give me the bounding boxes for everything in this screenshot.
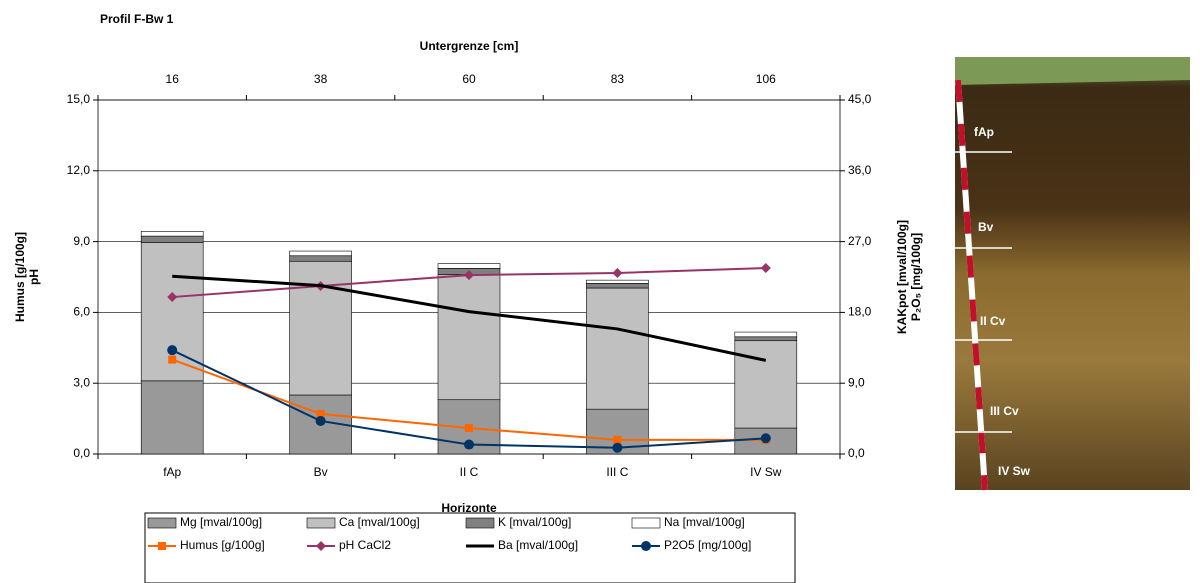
x-tick-label: III C xyxy=(606,465,628,479)
y2-tick-label: 18,0 xyxy=(848,305,872,319)
bar-segment xyxy=(735,337,797,341)
line-marker xyxy=(316,416,326,426)
x2-tick-label: 38 xyxy=(314,72,328,86)
legend-label: K [mval/100g] xyxy=(498,515,571,529)
line-marker xyxy=(612,443,622,453)
x2-tick-label: 83 xyxy=(611,72,625,86)
y-tick-label: 15,0 xyxy=(67,92,91,106)
legend-swatch xyxy=(632,518,660,528)
x2-tick-label: 16 xyxy=(166,72,180,86)
y-tick-label: 9,0 xyxy=(73,234,90,248)
legend-swatch xyxy=(466,518,494,528)
chart: Profil F-Bw 1 Untergrenze [cm] Horizonte… xyxy=(0,0,1200,583)
legend-swatch xyxy=(307,518,335,528)
photo-label: Bv xyxy=(978,220,994,234)
y2-tick-label: 27,0 xyxy=(848,234,872,248)
y-tick-label: 3,0 xyxy=(73,375,90,389)
line-marker xyxy=(168,356,176,364)
legend-label: Humus [g/100g] xyxy=(180,538,265,552)
y2-axis-title: P₂O₅ [mg/100g] xyxy=(909,233,923,321)
y2-tick-label: 0,0 xyxy=(848,446,865,460)
legend-label: Ba [mval/100g] xyxy=(498,538,578,552)
bar-segment xyxy=(438,275,500,400)
y-axis-title: pH xyxy=(27,269,41,285)
photo-background xyxy=(955,57,1190,490)
legend-label: Mg [mval/100g] xyxy=(180,515,262,529)
y-tick-label: 6,0 xyxy=(73,305,90,319)
bar-segment xyxy=(586,280,648,283)
x-tick-label: fAp xyxy=(163,465,181,479)
line-marker xyxy=(613,436,621,444)
y-axis-title: Humus [g/100g] xyxy=(13,232,27,322)
line-marker xyxy=(761,433,771,443)
bar-segment xyxy=(735,341,797,428)
y-tick-label: 0,0 xyxy=(73,446,90,460)
x-tick-label: IV Sw xyxy=(750,465,782,479)
y2-tick-label: 45,0 xyxy=(848,92,872,106)
chart-title: Profil F-Bw 1 xyxy=(100,12,174,26)
photo-label: IV Sw xyxy=(998,464,1031,478)
bar-segment xyxy=(735,332,797,337)
x2-axis-title: Untergrenze [cm] xyxy=(420,39,519,53)
bar-segment xyxy=(141,236,203,242)
line-marker xyxy=(612,268,622,278)
y-tick-label: 12,0 xyxy=(67,163,91,177)
photo-label: III Cv xyxy=(990,404,1019,418)
bar-segment xyxy=(586,288,648,409)
legend-label: Na [mval/100g] xyxy=(664,515,745,529)
x2-tick-label: 106 xyxy=(756,72,776,86)
bar-segment xyxy=(141,381,203,454)
y2-tick-label: 9,0 xyxy=(848,375,865,389)
line-marker xyxy=(761,263,771,273)
legend-marker xyxy=(641,541,651,551)
bar-segment xyxy=(290,256,352,262)
bar-segment xyxy=(586,283,648,288)
line-marker xyxy=(464,440,474,450)
soil-photo: fAp Bv II Cv III Cv IV Sw xyxy=(952,57,1190,490)
legend-swatch xyxy=(148,518,176,528)
x-tick-label: II C xyxy=(460,465,479,479)
x-tick-label: Bv xyxy=(314,465,328,479)
legend-label: Ca [mval/100g] xyxy=(339,515,420,529)
bar-segment xyxy=(438,264,500,269)
bar-segment xyxy=(290,251,352,256)
y2-axis-title: KAKpot [mval/100g] xyxy=(895,220,909,334)
line-marker xyxy=(465,424,473,432)
legend-marker xyxy=(158,542,166,550)
bar-segment xyxy=(141,231,203,236)
y2-tick-label: 36,0 xyxy=(848,163,872,177)
line-marker xyxy=(167,345,177,355)
photo-label: II Cv xyxy=(980,314,1006,328)
legend-label: P2O5 [mg/100g] xyxy=(664,538,751,552)
photo-label: fAp xyxy=(974,125,994,139)
legend-label: pH CaCl2 xyxy=(339,538,391,552)
x2-tick-label: 60 xyxy=(462,72,476,86)
